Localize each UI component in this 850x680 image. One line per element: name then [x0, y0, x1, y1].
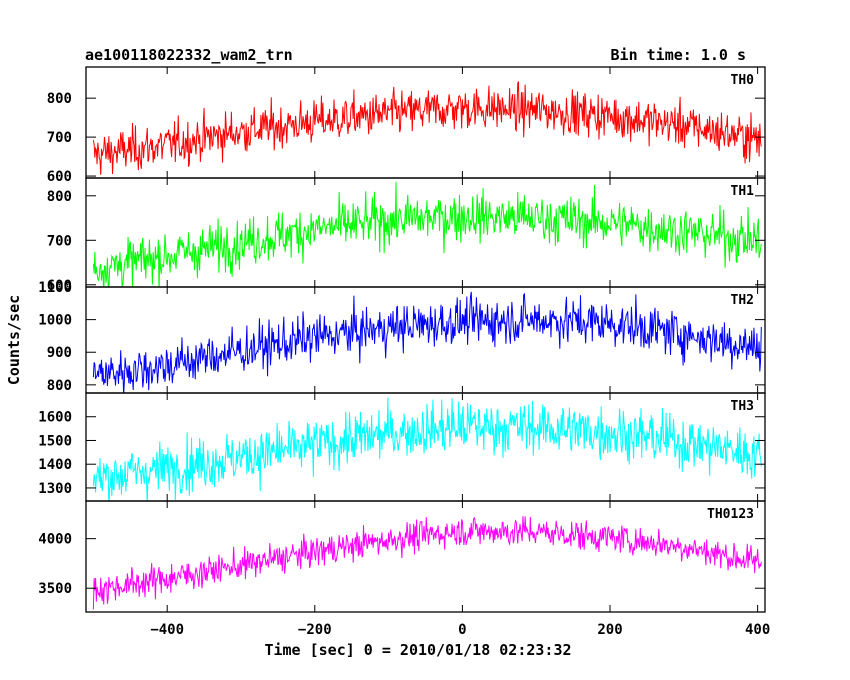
panel-label-th1: TH1: [731, 184, 755, 199]
y-tick-label: 600: [47, 169, 72, 185]
y-tick-label: 1500: [38, 433, 72, 449]
panel-th0123: TH0123 3500 4000: [38, 500, 766, 613]
series-th3-line: [92, 397, 762, 501]
y-axis-label: Counts/sec: [5, 295, 23, 385]
y-tick-label: 1100: [38, 280, 72, 296]
y-tick-label: 1600: [38, 410, 72, 426]
bin-time-label: Bin time: 1.0 s: [611, 46, 746, 64]
panel-label-th2: TH2: [731, 293, 754, 308]
series-th0123-line: [92, 516, 762, 610]
y-tick-label: 800: [47, 189, 72, 205]
panel-frame: [85, 500, 766, 613]
panel-label-th0: TH0: [731, 73, 755, 88]
y-tick-label: 1300: [38, 481, 72, 497]
series-th2-line: [92, 291, 762, 393]
panel-label-th3: TH3: [731, 399, 754, 414]
x-tick-label: 400: [745, 622, 770, 638]
y-tick-label: 600: [47, 278, 72, 294]
x-tick-label: −400: [150, 622, 184, 638]
x-tick-label: 200: [597, 622, 622, 638]
x-axis-label: Time [sec] 0 = 2010/01/18 02:23:32: [264, 641, 571, 659]
panel-th1: TH1 600 700 800: [47, 177, 766, 294]
y-tick-label: 4000: [38, 532, 72, 548]
panel-th3: TH3 1300 1400 1500 1600: [38, 392, 766, 502]
series-th0-line: [92, 81, 762, 175]
y-tick-label: 1000: [38, 313, 72, 329]
panels: TH0 600 700 800 TH1 600 700 800 TH2 800 900 1000 110…: [38, 66, 766, 613]
panel-th0: TH0 600 700 800: [47, 66, 766, 185]
y-tick-label: 900: [47, 345, 72, 361]
panel-label-th0123: TH0123: [707, 507, 754, 522]
x-tick-label: −200: [298, 622, 332, 638]
x-axis: −400 −200 0 200 400: [150, 622, 770, 638]
y-tick-label: 700: [47, 233, 72, 249]
x-tick-label: 0: [458, 622, 466, 638]
y-tick-label: 1400: [38, 457, 72, 473]
y-tick-label: 800: [47, 378, 72, 394]
series-th1-line: [92, 181, 762, 287]
y-tick-label: 3500: [38, 581, 72, 597]
panel-frame: [85, 286, 766, 394]
observation-title: ae100118022332_wam2_trn: [85, 46, 293, 64]
y-tick-label: 800: [47, 91, 72, 107]
y-tick-label: 700: [47, 130, 72, 146]
panel-th2: TH2 800 900 1000 1100: [38, 280, 766, 394]
